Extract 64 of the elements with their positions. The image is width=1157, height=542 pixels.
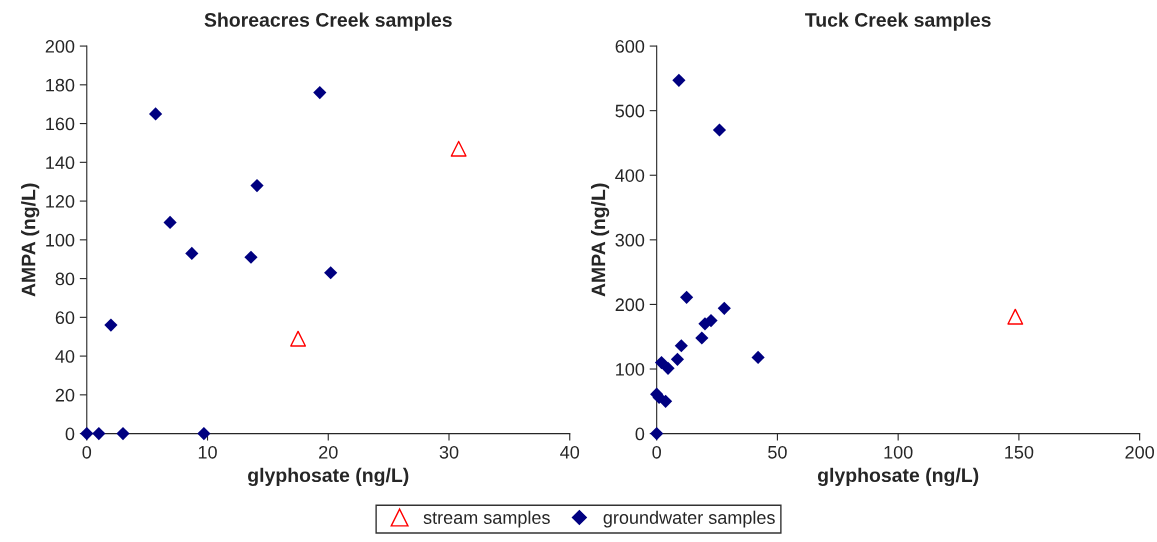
- point: [659, 394, 673, 408]
- y-tick-label: 20: [55, 388, 75, 402]
- point: [1007, 308, 1024, 325]
- point: [104, 318, 118, 332]
- y-tick-label: 120: [46, 195, 75, 208]
- y-tick-label: 140: [46, 156, 75, 170]
- point: [197, 427, 211, 441]
- point: [116, 427, 130, 441]
- point: [185, 246, 199, 260]
- chart-title: Shoreacres Creek samples: [204, 12, 452, 31]
- point: [80, 427, 94, 441]
- point: [712, 123, 727, 137]
- y-tick-label: 100: [616, 362, 645, 376]
- x-tick-label: 150: [1005, 445, 1034, 459]
- x-tick-label: 0: [652, 445, 661, 459]
- y-tick-label: 40: [55, 350, 75, 363]
- point: [654, 355, 669, 370]
- x-tick-label: 10: [198, 445, 217, 459]
- chart-title: Tuck Creek samples: [805, 12, 991, 31]
- point: [717, 301, 731, 315]
- point: [670, 352, 685, 366]
- y-tick-label: 180: [46, 78, 75, 92]
- legend-label: stream samples: [423, 510, 550, 528]
- point: [92, 427, 106, 441]
- x-tick-label: 20: [319, 445, 338, 459]
- point: [250, 178, 264, 193]
- point: [704, 313, 718, 328]
- point: [680, 290, 694, 304]
- y-tick-label: 200: [45, 40, 75, 53]
- y-axis-title: AMPA (ng/L): [590, 183, 610, 297]
- y-tick-label: 400: [615, 169, 645, 182]
- x-axis-title: glyphosate (ng/L): [248, 467, 409, 486]
- x-tick-label: 100: [884, 445, 913, 459]
- point: [244, 250, 258, 264]
- point: [163, 215, 177, 229]
- y-tick-label: 160: [46, 117, 75, 131]
- x-tick-label: 30: [439, 445, 459, 459]
- y-axis-title: AMPA (ng/L): [21, 183, 40, 297]
- point: [672, 73, 686, 87]
- y-tick-label: 0: [65, 427, 75, 441]
- y-tick-label: 80: [55, 272, 75, 286]
- y-tick-label: 100: [46, 233, 75, 247]
- y-tick-label: 300: [615, 233, 645, 247]
- x-tick-label: 0: [82, 445, 92, 459]
- x-tick-label: 200: [1125, 445, 1154, 459]
- y-tick-label: 0: [635, 427, 645, 441]
- x-tick-label: 50: [768, 445, 787, 459]
- point: [450, 140, 467, 157]
- point: [751, 350, 765, 364]
- x-axis-title: glyphosate (ng/L): [817, 467, 979, 486]
- point: [290, 330, 307, 347]
- point: [650, 427, 664, 441]
- x-tick-label: 40: [560, 445, 580, 459]
- y-tick-label: 500: [615, 104, 645, 118]
- y-tick-label: 600: [615, 40, 645, 53]
- point: [674, 339, 688, 353]
- y-tick-label: 200: [615, 298, 645, 312]
- point: [313, 85, 327, 100]
- point: [324, 266, 338, 280]
- y-tick-label: 60: [55, 311, 75, 325]
- legend-label: groundwater samples: [603, 510, 775, 528]
- point: [695, 331, 709, 345]
- point: [149, 107, 163, 121]
- point: [661, 361, 675, 375]
